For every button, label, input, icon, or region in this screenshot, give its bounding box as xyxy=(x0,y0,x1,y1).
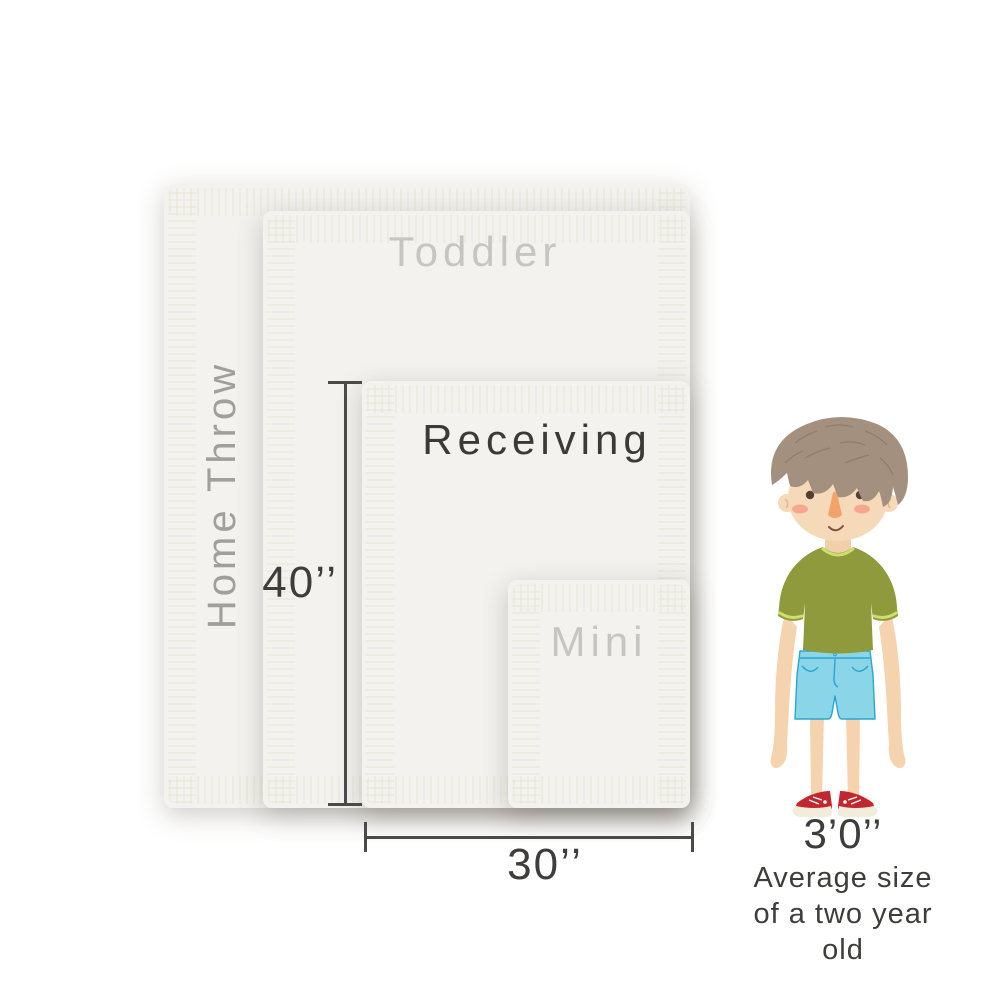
blanket-texture xyxy=(168,189,196,803)
child-illustration xyxy=(770,417,908,817)
label-toddler: Toddler xyxy=(388,228,562,275)
blanket-texture xyxy=(367,385,685,413)
width-dimension-line xyxy=(366,836,692,839)
child-shoe-left xyxy=(792,791,833,817)
label-mini: Mini xyxy=(550,618,648,665)
blanket-texture xyxy=(513,584,685,612)
dimension-tick-top xyxy=(328,381,362,384)
dimension-tick-bottom xyxy=(328,803,362,806)
caption-line: Average size xyxy=(753,862,933,894)
child-caption: 3’0’’ Average size of a two year old xyxy=(716,808,970,968)
child-hair-strands xyxy=(784,424,894,476)
child-shirt xyxy=(778,547,898,654)
child-hair xyxy=(771,417,908,507)
dimension-tick-right xyxy=(691,822,694,852)
child-shorts xyxy=(794,650,876,720)
blanket-texture xyxy=(513,776,685,804)
width-dimension-label: 30’’ xyxy=(507,840,583,889)
height-dimension-line xyxy=(344,383,347,805)
child-shoe-right xyxy=(837,791,878,817)
child-nose xyxy=(828,491,842,518)
child-legs xyxy=(810,713,860,801)
child-cheek xyxy=(792,504,808,514)
blanket-texture xyxy=(267,216,295,803)
child-cheek xyxy=(854,504,870,514)
child-mouth xyxy=(828,525,844,532)
dimension-tick-left xyxy=(364,822,367,852)
height-dimension-label: 40’’ xyxy=(262,558,338,607)
child-height-label: 3’0’’ xyxy=(803,810,883,857)
child-head xyxy=(771,417,908,541)
label-receiving: Receiving xyxy=(422,416,652,463)
caption-line: old xyxy=(822,934,864,966)
blanket-mini xyxy=(508,580,690,808)
child-eye xyxy=(805,490,815,500)
caption-line: of a two year xyxy=(753,898,933,930)
child-arms xyxy=(770,613,906,769)
